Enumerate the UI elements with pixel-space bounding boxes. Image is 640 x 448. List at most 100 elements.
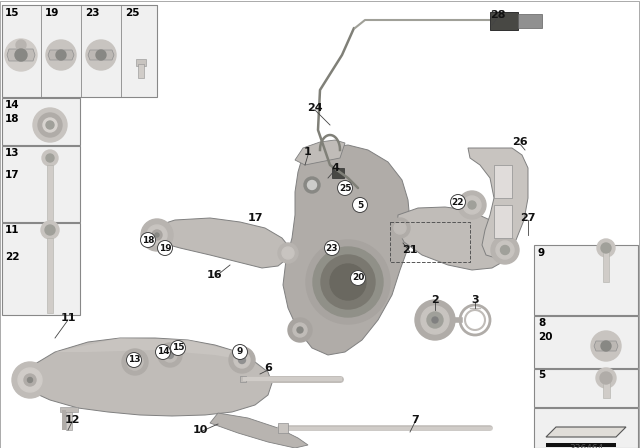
Bar — [2, 5, 157, 97]
Circle shape — [229, 347, 255, 373]
Bar — [518, 14, 542, 28]
Circle shape — [28, 378, 33, 383]
Circle shape — [18, 368, 42, 392]
Text: 9: 9 — [538, 248, 545, 258]
Text: 23: 23 — [85, 8, 99, 18]
Circle shape — [96, 50, 106, 60]
Circle shape — [496, 241, 514, 259]
Bar — [534, 408, 638, 448]
Circle shape — [147, 225, 167, 245]
Text: 25: 25 — [339, 184, 351, 193]
Polygon shape — [88, 50, 114, 60]
Text: 23: 23 — [326, 244, 339, 253]
Bar — [66, 410, 72, 430]
Bar — [138, 64, 144, 78]
Circle shape — [157, 241, 173, 255]
Circle shape — [86, 40, 116, 70]
Circle shape — [38, 113, 62, 137]
Bar — [278, 423, 288, 433]
Circle shape — [166, 352, 173, 358]
Polygon shape — [295, 140, 345, 165]
Text: 24: 24 — [307, 103, 323, 113]
Bar — [534, 369, 638, 407]
Bar — [2, 146, 80, 222]
Circle shape — [591, 331, 621, 361]
Circle shape — [41, 221, 59, 239]
Text: 336464: 336464 — [569, 444, 603, 448]
Circle shape — [12, 362, 48, 398]
Text: 3: 3 — [471, 295, 479, 305]
Polygon shape — [48, 50, 74, 60]
Circle shape — [16, 40, 26, 50]
Text: 12: 12 — [64, 415, 80, 425]
Circle shape — [463, 196, 481, 214]
Circle shape — [282, 247, 294, 259]
Circle shape — [307, 181, 317, 190]
Circle shape — [158, 343, 182, 367]
Bar — [60, 407, 78, 412]
Polygon shape — [150, 218, 290, 268]
Text: 1: 1 — [304, 147, 312, 157]
Text: 14: 14 — [157, 348, 170, 357]
Circle shape — [353, 198, 367, 212]
Bar — [2, 98, 80, 145]
Polygon shape — [594, 341, 618, 351]
Circle shape — [596, 368, 616, 388]
Circle shape — [500, 246, 509, 254]
Text: 5: 5 — [538, 370, 545, 380]
Polygon shape — [494, 205, 512, 238]
Circle shape — [43, 118, 57, 132]
Circle shape — [131, 358, 139, 366]
Text: 8: 8 — [538, 318, 545, 328]
Text: 22: 22 — [452, 198, 464, 207]
Polygon shape — [546, 427, 626, 437]
Circle shape — [127, 354, 143, 370]
Circle shape — [15, 49, 27, 61]
Circle shape — [394, 222, 406, 234]
Circle shape — [321, 255, 375, 309]
Circle shape — [458, 191, 486, 219]
Text: 22: 22 — [5, 252, 19, 262]
Polygon shape — [25, 338, 272, 416]
Bar — [240, 376, 246, 382]
Circle shape — [415, 300, 455, 340]
Text: 21: 21 — [403, 245, 418, 255]
Circle shape — [24, 374, 36, 386]
Circle shape — [468, 201, 476, 209]
Circle shape — [288, 318, 312, 342]
Text: 13: 13 — [128, 356, 140, 365]
Text: 17: 17 — [5, 170, 20, 180]
Circle shape — [601, 341, 611, 351]
Text: 2: 2 — [431, 295, 439, 305]
Circle shape — [45, 225, 55, 235]
Polygon shape — [7, 49, 35, 61]
Text: 15: 15 — [5, 8, 19, 18]
Text: 11: 11 — [60, 313, 76, 323]
Circle shape — [432, 317, 438, 323]
Circle shape — [127, 353, 141, 367]
Bar — [534, 245, 638, 315]
Text: 19: 19 — [159, 244, 172, 253]
Circle shape — [46, 40, 76, 70]
Text: 20: 20 — [352, 273, 364, 283]
Text: 17: 17 — [247, 213, 263, 223]
Text: 18: 18 — [141, 236, 154, 245]
Text: 13: 13 — [5, 148, 19, 158]
Circle shape — [122, 349, 148, 375]
Circle shape — [46, 154, 54, 162]
Circle shape — [451, 194, 465, 210]
Circle shape — [601, 243, 611, 253]
Circle shape — [33, 108, 67, 142]
Bar — [136, 59, 146, 66]
Text: 18: 18 — [5, 114, 19, 124]
Text: 16: 16 — [207, 270, 223, 280]
Circle shape — [232, 345, 248, 359]
Circle shape — [427, 312, 443, 328]
Polygon shape — [468, 148, 528, 258]
Circle shape — [293, 323, 307, 337]
Circle shape — [170, 340, 186, 356]
Text: 27: 27 — [520, 213, 536, 223]
Circle shape — [304, 177, 320, 193]
Polygon shape — [546, 443, 616, 447]
Circle shape — [239, 357, 246, 363]
